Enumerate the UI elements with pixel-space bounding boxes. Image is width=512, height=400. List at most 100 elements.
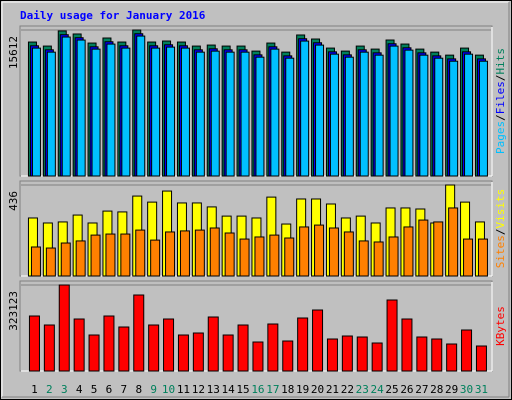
legend-entry: Hits <box>494 48 507 75</box>
bar <box>120 233 131 277</box>
x-tick-label: 14 <box>222 383 236 396</box>
x-tick-label: 9 <box>150 383 157 396</box>
bar <box>28 315 40 372</box>
bar <box>103 315 115 372</box>
x-tick-label: 30 <box>460 383 473 396</box>
bar <box>31 47 41 177</box>
bar <box>344 56 354 177</box>
bar <box>284 237 295 277</box>
legend-separator: / <box>494 114 507 121</box>
bar <box>163 318 175 372</box>
x-tick-label: 29 <box>445 383 458 396</box>
bar <box>448 207 459 277</box>
bar <box>237 324 249 372</box>
bar <box>373 241 384 277</box>
bar <box>297 317 309 372</box>
x-tick-label: 23 <box>356 383 369 396</box>
bar <box>91 48 101 177</box>
bar <box>329 53 339 177</box>
bar <box>433 221 444 277</box>
bar <box>166 46 176 177</box>
bar <box>371 342 383 372</box>
bar <box>358 240 369 277</box>
bar <box>464 53 474 177</box>
bar <box>359 51 369 177</box>
bar <box>463 238 474 277</box>
bar <box>118 326 130 372</box>
bar <box>300 40 310 177</box>
bar <box>150 239 161 277</box>
x-tick-label: 5 <box>91 383 98 396</box>
x-tick-label: 8 <box>135 383 142 396</box>
bar <box>416 336 428 372</box>
bar <box>299 226 310 277</box>
x-tick-label: 10 <box>162 383 175 396</box>
legend-separator: / <box>494 75 507 82</box>
bar <box>209 227 220 277</box>
bar <box>449 60 459 177</box>
bar <box>315 44 325 177</box>
x-tick-label: 25 <box>385 383 398 396</box>
legend-entry: Files <box>494 81 507 114</box>
bar <box>418 219 429 277</box>
bar <box>328 227 339 277</box>
bar <box>312 309 324 372</box>
bar <box>45 247 56 277</box>
bar <box>61 36 71 177</box>
bar <box>207 316 219 372</box>
bar <box>419 54 429 177</box>
chart-title: Daily usage for January 2016 <box>20 9 206 22</box>
x-tick-label: 16 <box>251 383 264 396</box>
bar <box>194 229 205 277</box>
x-tick-label: 17 <box>266 383 279 396</box>
x-tick-label: 2 <box>46 383 53 396</box>
bar <box>478 60 488 177</box>
bar <box>282 340 294 372</box>
x-tick-label: 11 <box>177 383 190 396</box>
x-tick-label: 28 <box>430 383 443 396</box>
bar <box>401 318 413 372</box>
bar <box>386 299 398 372</box>
x-tick-label: 12 <box>192 383 205 396</box>
bar <box>135 229 146 277</box>
bar <box>179 230 190 277</box>
bar <box>105 233 116 277</box>
bar <box>165 231 176 277</box>
bar <box>148 324 160 372</box>
bar <box>254 236 265 277</box>
x-tick-label: 15 <box>236 383 249 396</box>
bar <box>76 39 86 177</box>
bar <box>314 224 325 277</box>
bar <box>151 47 161 177</box>
legend-separator: / <box>494 229 507 236</box>
x-tick-label: 31 <box>475 383 488 396</box>
x-tick-label: 3 <box>61 383 68 396</box>
bar <box>285 57 295 177</box>
bar <box>343 231 354 277</box>
bar <box>431 338 443 372</box>
x-tick-label: 7 <box>121 383 128 396</box>
bar <box>475 345 487 372</box>
bar <box>177 334 189 372</box>
bar <box>267 323 279 372</box>
bar <box>252 341 264 372</box>
bar <box>46 51 56 177</box>
bar <box>192 332 204 372</box>
bar <box>133 294 145 372</box>
bar <box>60 242 71 277</box>
bar <box>180 47 190 177</box>
bar <box>224 232 235 277</box>
bar <box>73 318 85 372</box>
bar <box>477 238 488 277</box>
bar <box>388 236 399 277</box>
bar <box>106 43 116 177</box>
bar <box>270 48 280 177</box>
legend: KBytes <box>494 306 507 346</box>
x-tick-label: 26 <box>400 383 413 396</box>
x-tick-label: 21 <box>326 383 339 396</box>
bar <box>195 51 205 177</box>
bar <box>326 338 338 372</box>
x-tick-label: 27 <box>415 383 428 396</box>
bar <box>225 51 235 177</box>
